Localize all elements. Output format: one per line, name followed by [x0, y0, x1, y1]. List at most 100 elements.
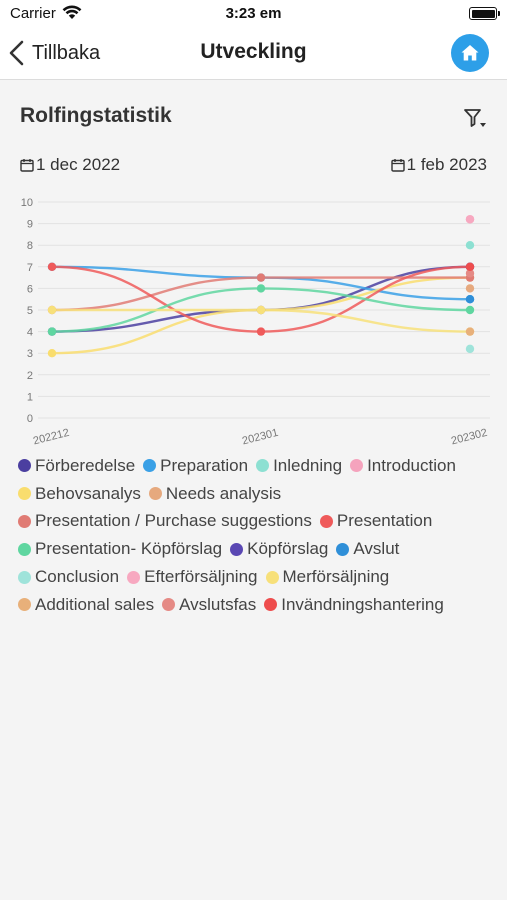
y-tick-label: 1 [27, 391, 33, 403]
legend-label: Introduction [367, 455, 456, 475]
y-tick-label: 10 [21, 197, 33, 209]
legend-label: Efterförsäljning [144, 567, 258, 587]
data-point [256, 305, 266, 315]
legend-dot [18, 542, 31, 556]
carrier-label: Carrier [10, 5, 56, 22]
data-point [47, 305, 57, 315]
y-tick-label: 3 [27, 348, 33, 360]
data-point [465, 241, 475, 250]
data-point [465, 269, 475, 278]
legend-item[interactable]: Merförsäljning [265, 563, 390, 591]
data-point [465, 215, 475, 224]
data-point [465, 295, 475, 304]
legend-label: Additional sales [35, 594, 155, 614]
y-tick-label: 7 [27, 262, 33, 274]
legend-item[interactable]: Förberedelse [18, 452, 135, 480]
start-date[interactable]: 1 dec 2022 [20, 155, 120, 175]
legend-dot [350, 459, 364, 473]
legend-label: Presentation [336, 511, 433, 531]
legend-item[interactable]: Needs analysis [148, 480, 282, 508]
legend-label: Avslut [353, 539, 400, 559]
y-tick-label: 0 [27, 413, 33, 425]
statistics-title: Rolfingstatistik [20, 104, 172, 127]
legend-item[interactable]: Behovsanalys [18, 480, 141, 508]
home-button[interactable] [451, 34, 489, 72]
legend-label: Presentation / Purchase suggestions [35, 511, 312, 531]
legend-label: Köpförslag [247, 539, 329, 559]
y-tick-label: 2 [27, 370, 33, 382]
legend-item[interactable]: Conclusion [18, 563, 119, 591]
end-date-label: 1 feb 2023 [406, 155, 487, 174]
home-icon [461, 45, 479, 61]
end-date[interactable]: 1 feb 2023 [390, 155, 487, 175]
back-label: Tillbaka [32, 41, 101, 64]
calendar-icon [20, 159, 34, 172]
data-point [256, 273, 266, 282]
navigation-bar: Tillbaka Utveckling [0, 28, 507, 80]
legend-label: Presentation- Köpförslag [35, 539, 223, 559]
data-point [465, 262, 475, 271]
legend-label: Preparation [160, 455, 249, 475]
legend-item[interactable]: Presentation- Köpförslag [18, 535, 222, 563]
legend-item[interactable]: Inledning [256, 452, 342, 480]
legend-item[interactable]: Köpförslag [230, 535, 328, 563]
data-point [465, 327, 475, 336]
calendar-icon [390, 159, 405, 172]
data-point [465, 284, 475, 293]
filter-icon[interactable] [463, 106, 487, 130]
legend-dot [148, 487, 162, 501]
legend-item[interactable]: Presentation [319, 508, 433, 536]
legend-dot [256, 459, 270, 473]
data-point [465, 344, 475, 354]
legend-item[interactable]: Introduction [350, 452, 456, 480]
status-time: 3:23 em [225, 5, 282, 22]
line-chart: 0 1 2 3 4 5 6 7 8 9 10 202212 202301 202302 [21, 197, 490, 448]
x-tick-label: 202302 [450, 427, 489, 448]
legend-item[interactable]: Avslutsfas [162, 591, 256, 619]
battery-icon [469, 7, 500, 20]
y-tick-label: 8 [27, 240, 33, 252]
legend-label: Behovsanalys [35, 483, 141, 503]
status-bar: Carrier 3:23 em [0, 0, 507, 28]
data-point [465, 305, 475, 315]
x-tick-label: 202301 [241, 427, 280, 448]
legend-dot [230, 542, 244, 556]
legend-label: Needs analysis [165, 483, 282, 503]
legend-label: Förberedelse [35, 455, 136, 475]
legend-dot [319, 514, 333, 528]
legend-item[interactable]: Invändningshantering [264, 591, 444, 619]
legend-dot [18, 598, 31, 612]
chevron-left-icon [9, 40, 24, 66]
legend-item[interactable]: Presentation / Purchase suggestions [18, 508, 312, 536]
legend-label: Merförsäljning [282, 567, 390, 587]
wifi-icon [62, 5, 82, 19]
legend-dot [127, 570, 141, 584]
legend-dot [18, 487, 31, 501]
x-tick-label: 202212 [32, 427, 71, 448]
legend-label: Conclusion [35, 567, 120, 587]
legend-dot [18, 514, 31, 528]
data-point [47, 349, 57, 358]
chart-legend: Förberedelse Preparation Inledning Introduc… [18, 452, 493, 619]
y-tick-label: 4 [27, 327, 33, 339]
legend-dot [162, 598, 176, 612]
legend-dot [18, 570, 31, 584]
legend-item[interactable]: Efterförsäljning [127, 563, 258, 591]
start-date-label: 1 dec 2022 [36, 155, 121, 174]
legend-item[interactable]: Avslut [336, 535, 399, 563]
data-point [256, 284, 266, 293]
y-tick-label: 5 [27, 305, 33, 317]
data-point [47, 262, 57, 271]
data-point [256, 327, 266, 336]
legend-label: Invändningshantering [281, 594, 444, 614]
legend-dot [336, 542, 350, 556]
legend-label: Inledning [273, 455, 343, 475]
y-tick-label: 6 [27, 283, 33, 295]
legend-item[interactable]: Preparation [143, 452, 248, 480]
y-tick-label: 9 [27, 219, 33, 231]
legend-dot [264, 598, 278, 612]
legend-dot [143, 459, 157, 473]
back-button[interactable]: Tillbaka [8, 38, 100, 68]
data-point [47, 327, 57, 336]
legend-item[interactable]: Additional sales [18, 591, 154, 619]
